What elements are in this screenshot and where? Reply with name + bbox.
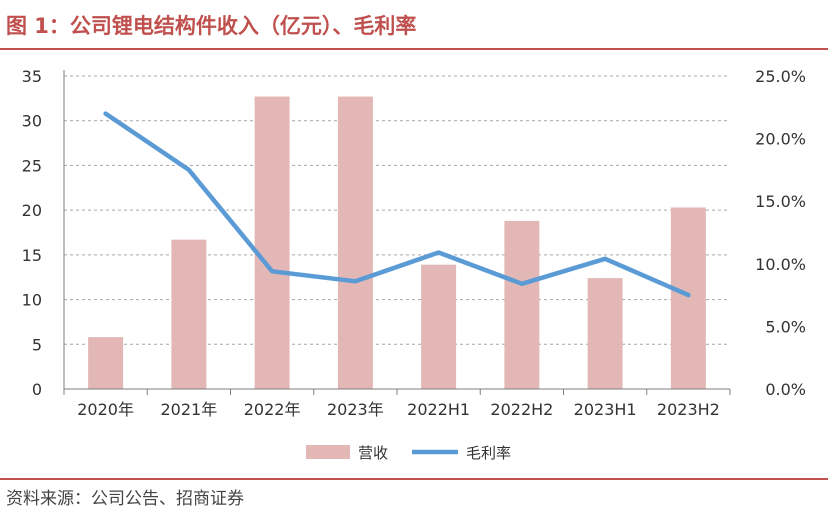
bar: [421, 264, 457, 389]
y-right-tick-label: 15.0%: [755, 192, 806, 211]
bar: [88, 337, 124, 389]
line-series: [103, 111, 691, 298]
bar: [504, 220, 540, 389]
right-y-axis: 0.0% 5.0% 10.0% 15.0% 20.0% 25.0%: [755, 67, 806, 399]
x-tick-label: 2020年: [77, 400, 134, 419]
x-tick-label: 2022H2: [490, 400, 553, 419]
y-left-tick-label: 0: [32, 380, 42, 399]
x-tick-label: 2021年: [161, 400, 218, 419]
x-tick-label: 2022H1: [407, 400, 470, 419]
margin-line: [103, 111, 691, 298]
bar: [670, 207, 706, 389]
x-axis: 2020年 2021年 2022年 2023年 2022H1 2022H2 2023H1 20…: [63, 70, 731, 419]
bar: [171, 239, 207, 389]
y-right-tick-label: 10.0%: [755, 255, 806, 274]
legend-swatch-revenue: [306, 445, 350, 459]
left-y-axis: 0 5 10 15 20 25 30 35: [22, 67, 42, 399]
bar: [254, 96, 290, 389]
legend: 营收 毛利率: [306, 444, 511, 462]
legend-label-margin: 毛利率: [466, 444, 511, 462]
source-note: 资料来源：公司公告、招商证券: [6, 489, 244, 509]
x-tick-label: 2023H1: [574, 400, 637, 419]
y-left-tick-label: 20: [22, 201, 42, 220]
chart: 2020年 2021年 2022年 2023年 2022H1 2022H2 2023H1 20…: [22, 67, 806, 462]
page-title: 图 1：公司锂电结构件收入（亿元）、毛利率: [6, 14, 417, 38]
y-left-tick-label: 35: [22, 67, 42, 86]
x-tick-label: 2023年: [327, 400, 384, 419]
bar-series: [88, 96, 706, 389]
legend-label-revenue: 营收: [358, 444, 388, 462]
title-divider: [0, 48, 828, 50]
bar: [337, 96, 373, 389]
y-left-tick-label: 30: [22, 112, 42, 131]
footer-divider: [0, 478, 828, 480]
y-left-tick-label: 5: [32, 335, 42, 354]
y-left-tick-label: 15: [22, 246, 42, 265]
y-right-tick-label: 25.0%: [755, 67, 806, 86]
y-right-tick-label: 5.0%: [765, 317, 806, 336]
bar: [587, 278, 623, 389]
gridlines: [64, 75, 730, 345]
y-right-tick-label: 0.0%: [765, 380, 806, 399]
y-right-tick-label: 20.0%: [755, 130, 806, 149]
x-tick-label: 2023H2: [657, 400, 720, 419]
y-left-tick-label: 10: [22, 291, 42, 310]
x-tick-label: 2022年: [244, 400, 301, 419]
y-left-tick-label: 25: [22, 156, 42, 175]
